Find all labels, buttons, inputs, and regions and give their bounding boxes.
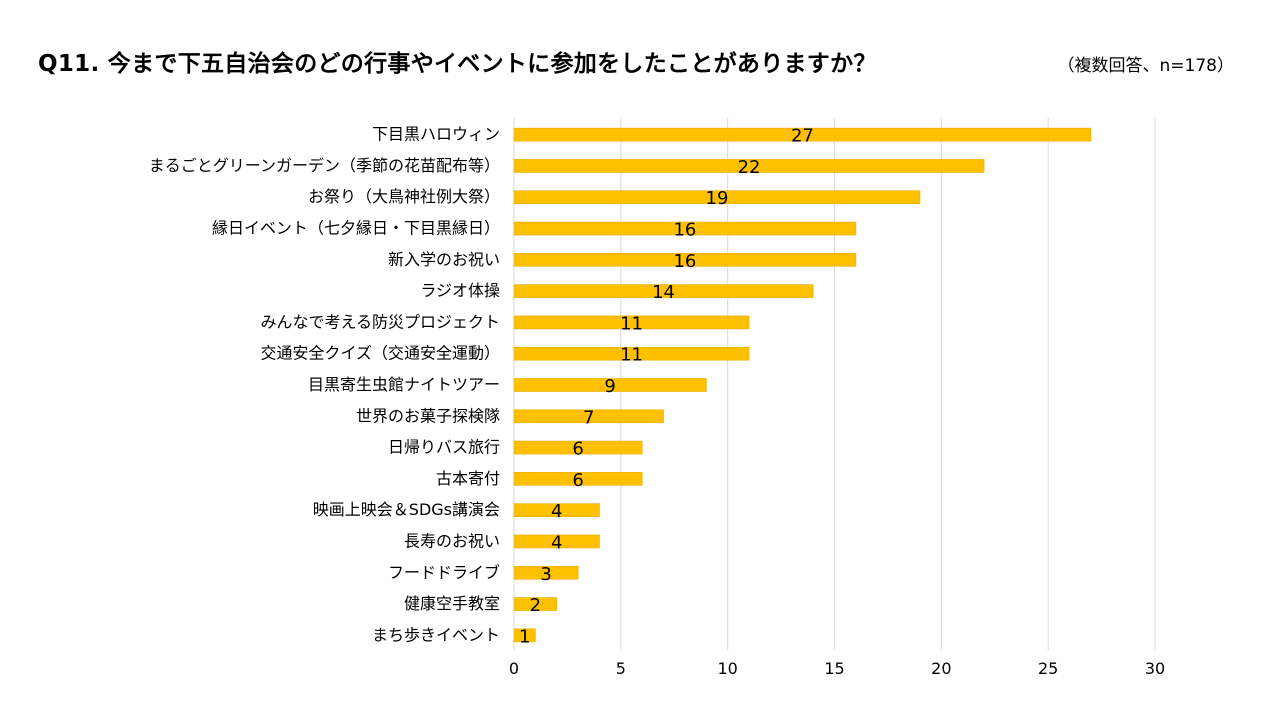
data-label-15: 3 bbox=[540, 564, 551, 585]
bar-15[interactable] bbox=[513, 565, 579, 580]
bar-1[interactable] bbox=[513, 127, 1092, 142]
category-label-7: みんなで考える防災プロジェクト bbox=[260, 312, 500, 331]
bar-16[interactable] bbox=[513, 597, 558, 611]
bar-5[interactable] bbox=[513, 253, 857, 267]
data-label-5: 16 bbox=[673, 251, 696, 272]
bars bbox=[513, 127, 1092, 643]
bar-7[interactable] bbox=[513, 315, 750, 330]
bar-4[interactable] bbox=[513, 221, 857, 236]
category-label-3: お祭り（大鳥神社例大祭） bbox=[308, 187, 500, 206]
bar-17[interactable] bbox=[513, 628, 536, 643]
data-label-8: 11 bbox=[620, 345, 643, 366]
x-tick-label-15: 15 bbox=[824, 659, 844, 678]
data-label-17: 1 bbox=[519, 626, 530, 647]
category-label-11: 日帰りバス旅行 bbox=[388, 438, 500, 457]
category-label-14: 長寿のお祝い bbox=[404, 531, 500, 550]
data-label-14: 4 bbox=[551, 532, 562, 553]
data-label-11: 6 bbox=[572, 439, 583, 460]
bar-2[interactable] bbox=[513, 159, 985, 173]
category-label-2: まるごとグリーンガーデン（季節の花苗配布等） bbox=[149, 156, 500, 175]
bar-13[interactable] bbox=[513, 503, 600, 517]
data-label-9: 9 bbox=[604, 376, 615, 397]
bar-11[interactable] bbox=[513, 440, 643, 455]
category-label-1: 下目黒ハロウィン bbox=[372, 125, 500, 144]
bar-8[interactable] bbox=[513, 346, 750, 361]
data-label-10: 7 bbox=[583, 407, 594, 428]
chart-title: Q11. 今まで下五自治会のどの行事やイベントに参加をしたことがありますか？ bbox=[38, 51, 877, 77]
category-label-17: まち歩きイベント bbox=[372, 625, 500, 644]
category-label-5: 新入学のお祝い bbox=[388, 250, 500, 269]
bar-12[interactable] bbox=[513, 472, 643, 486]
x-tick-label-20: 20 bbox=[931, 659, 951, 678]
bar-3[interactable] bbox=[513, 190, 921, 205]
x-tick-label-30: 30 bbox=[1145, 659, 1165, 678]
category-label-6: ラジオ体操 bbox=[420, 281, 500, 300]
data-label-12: 6 bbox=[572, 470, 583, 491]
data-label-7: 11 bbox=[620, 313, 643, 334]
bar-9[interactable] bbox=[513, 378, 707, 392]
category-label-9: 目黒寄生虫館ナイトツアー bbox=[308, 375, 500, 394]
sample-note: （複数回答、n=178） bbox=[1057, 56, 1234, 76]
x-tick-label-25: 25 bbox=[1038, 659, 1058, 678]
category-label-15: フードドライブ bbox=[388, 563, 500, 582]
data-label-3: 19 bbox=[706, 188, 729, 209]
bar-14[interactable] bbox=[513, 534, 600, 549]
data-label-13: 4 bbox=[551, 501, 562, 522]
data-label-16: 2 bbox=[530, 595, 541, 616]
data-label-4: 16 bbox=[673, 220, 696, 241]
data-label-2: 22 bbox=[738, 157, 761, 178]
x-tick-label-0: 0 bbox=[509, 659, 519, 678]
category-label-12: 古本寄付 bbox=[436, 469, 500, 488]
category-label-10: 世界のお菓子探検隊 bbox=[356, 406, 500, 425]
x-tick-label-10: 10 bbox=[717, 659, 737, 678]
data-label-1: 27 bbox=[791, 126, 814, 147]
x-tick-label-5: 5 bbox=[616, 659, 626, 678]
category-label-13: 映画上映会＆SDGs講演会 bbox=[313, 500, 500, 519]
data-label-6: 14 bbox=[652, 282, 675, 303]
bar-6[interactable] bbox=[513, 284, 814, 298]
bar-10[interactable] bbox=[513, 409, 664, 424]
x-axis-ticks: 0 5 10 15 20 25 30 bbox=[509, 659, 1165, 678]
category-label-4: 縁日イベント（七夕縁日・下目黒縁日） bbox=[212, 219, 500, 238]
category-label-16: 健康空手教室 bbox=[404, 594, 500, 613]
category-label-8: 交通安全クイズ（交通安全運動） bbox=[260, 344, 500, 363]
